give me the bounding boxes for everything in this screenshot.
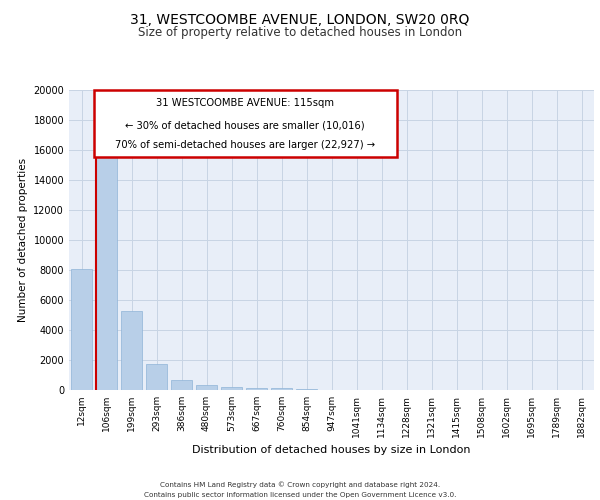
Bar (96, 140, 117, 390)
Bar (171, 380, 192, 390)
Bar (221, 387, 242, 390)
Bar (246, 388, 267, 390)
Text: 70% of semi-detached houses are larger (22,927) →: 70% of semi-detached houses are larger (… (115, 140, 375, 150)
Text: 31, WESTCOOMBE AVENUE, LONDON, SW20 0RQ: 31, WESTCOOMBE AVENUE, LONDON, SW20 0RQ (130, 12, 470, 26)
Bar (196, 385, 217, 390)
Bar (71, 268, 92, 390)
X-axis label: Distribution of detached houses by size in London: Distribution of detached houses by size … (192, 446, 471, 456)
Text: Contains HM Land Registry data © Crown copyright and database right 2024.
Contai: Contains HM Land Registry data © Crown c… (144, 482, 456, 498)
Bar (296, 388, 317, 390)
Y-axis label: Number of detached properties: Number of detached properties (18, 158, 28, 322)
Bar (121, 310, 142, 390)
Bar (146, 364, 167, 390)
Text: 31 WESTCOOMBE AVENUE: 115sqm: 31 WESTCOOMBE AVENUE: 115sqm (156, 98, 334, 108)
FancyBboxPatch shape (94, 90, 397, 158)
Bar (271, 388, 292, 390)
Text: ← 30% of detached houses are smaller (10,016): ← 30% of detached houses are smaller (10… (125, 120, 365, 130)
Text: Size of property relative to detached houses in London: Size of property relative to detached ho… (138, 26, 462, 39)
